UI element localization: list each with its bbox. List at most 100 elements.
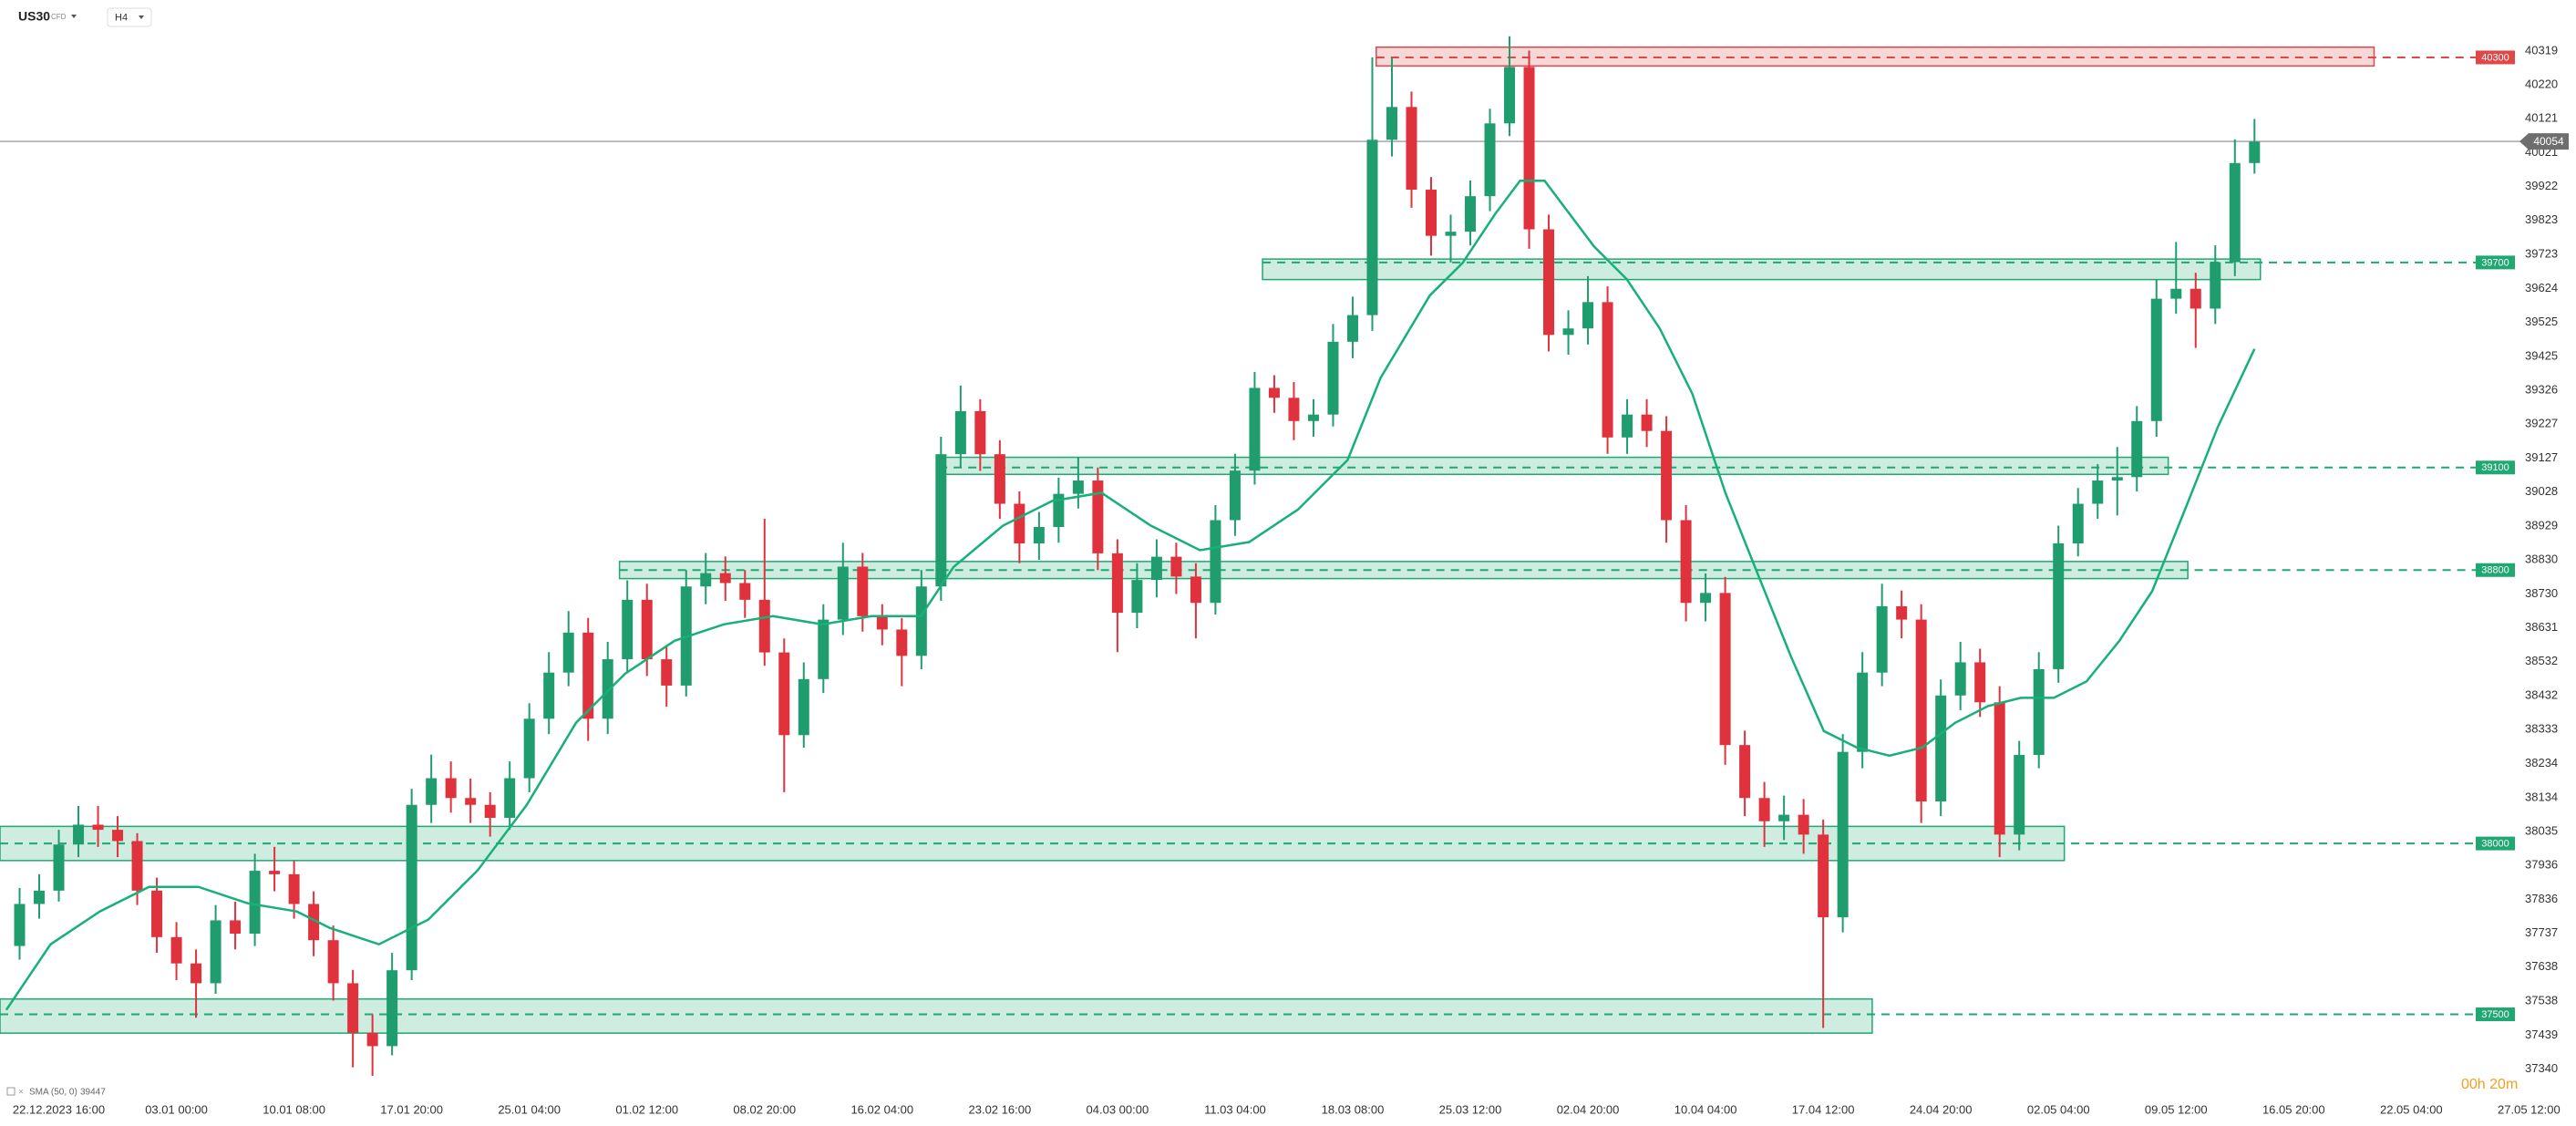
y-tick-label: 39723 — [2525, 247, 2558, 261]
y-tick-label: 37638 — [2525, 959, 2558, 973]
candle-body — [2170, 288, 2182, 299]
candle-body — [837, 566, 849, 620]
candle-body — [484, 804, 496, 819]
timeframe[interactable]: H4 — [115, 12, 128, 23]
level-tag-label: 39100 — [2481, 462, 2509, 473]
symbol-dropdown-caret[interactable] — [71, 15, 77, 18]
candle-body — [2229, 162, 2241, 263]
x-tick-label: 18.03 08:00 — [1322, 1102, 1385, 1116]
y-tick-label: 38134 — [2525, 790, 2558, 803]
candle-body — [1053, 493, 1065, 528]
candle-body — [661, 659, 673, 686]
level-tag — [2476, 255, 2515, 270]
candle-body — [2072, 503, 2084, 544]
candle-body — [1307, 414, 1319, 421]
candle-body — [1523, 67, 1535, 230]
candle-body — [1229, 470, 1241, 521]
candle-body — [73, 824, 85, 845]
candle-body — [1602, 302, 1613, 438]
candle-body — [1680, 520, 1692, 604]
candle-body — [1366, 139, 1378, 315]
level-tag — [2476, 1007, 2515, 1022]
candle-body — [1641, 414, 1653, 431]
y-tick-label: 39326 — [2525, 383, 2558, 397]
zone — [0, 997, 1873, 1034]
symbol[interactable]: US30 — [18, 9, 50, 24]
candle-body — [249, 871, 261, 935]
y-tick-label: 39425 — [2525, 348, 2558, 362]
x-tick-label: 03.01 00:00 — [145, 1102, 208, 1116]
y-tick-label: 38432 — [2525, 688, 2558, 702]
y-tick-label: 39227 — [2525, 417, 2558, 430]
level-tag-label: 38000 — [2481, 839, 2509, 850]
y-tick-label: 37836 — [2525, 892, 2558, 905]
x-tick-label: 25.03 12:00 — [1439, 1102, 1502, 1116]
candle-body — [406, 804, 417, 971]
x-tick-label: 08.02 20:00 — [733, 1102, 796, 1116]
candle-body — [1876, 605, 1888, 673]
indicator-settings-icon[interactable] — [6, 1087, 15, 1096]
candle-body — [1857, 672, 1869, 752]
candle-body — [1346, 315, 1358, 342]
candle-body — [719, 573, 731, 584]
x-tick-label: 25.01 04:00 — [498, 1102, 561, 1116]
y-tick-label: 37340 — [2525, 1061, 2558, 1075]
candle-body — [2033, 668, 2045, 756]
candle-body — [1582, 302, 1594, 329]
candle-body — [1072, 480, 1084, 494]
candle-body — [1465, 196, 1477, 232]
candle-body — [1327, 341, 1339, 415]
candle-body — [269, 871, 281, 874]
candle-body — [700, 573, 712, 587]
candle-body — [1092, 480, 1104, 553]
candle-body — [1170, 556, 1182, 577]
y-tick-label: 37737 — [2525, 925, 2558, 939]
candle-body — [426, 778, 438, 805]
candle-body — [288, 873, 300, 904]
candle-body — [1935, 695, 1947, 802]
candle-body — [1778, 814, 1790, 821]
x-tick-label: 09.05 12:00 — [2145, 1102, 2208, 1116]
candle-body — [2249, 141, 2261, 163]
candle-body — [1150, 556, 1162, 581]
candle-body — [465, 798, 477, 805]
candle-body — [1445, 232, 1457, 236]
candle-body — [954, 410, 966, 455]
candle-body — [1014, 503, 1025, 544]
timeframe-selector[interactable] — [107, 7, 152, 27]
y-tick-label: 38333 — [2525, 722, 2558, 736]
level-tag — [2476, 836, 2515, 851]
candle-body — [14, 904, 26, 946]
candle-body — [1484, 123, 1496, 197]
current-price-label: 40054 — [2533, 135, 2564, 148]
candle-body — [1131, 580, 1143, 614]
y-tick-label: 40319 — [2525, 43, 2558, 57]
candle-body — [34, 890, 46, 904]
candle-body — [2150, 298, 2162, 421]
candle-body — [170, 936, 182, 964]
y-tick-label: 39922 — [2525, 179, 2558, 192]
candle-body — [798, 678, 809, 736]
timeframe-dropdown-caret[interactable] — [139, 15, 144, 19]
y-tick-label: 39823 — [2525, 212, 2558, 226]
candle-body — [1562, 328, 1574, 336]
candle-body — [739, 583, 751, 600]
candle-body — [778, 652, 790, 736]
candle-body — [1798, 814, 1809, 835]
candle-body — [2092, 480, 2104, 504]
candle-body — [622, 599, 634, 660]
candle-body — [191, 963, 202, 984]
y-tick-label: 39127 — [2525, 450, 2558, 464]
candle-body — [1386, 107, 1397, 140]
x-tick-label: 22.12.2023 16:00 — [13, 1102, 105, 1116]
candle-body — [386, 970, 398, 1047]
indicator-close-icon[interactable]: × — [18, 1088, 24, 1098]
x-tick-label: 02.05 04:00 — [2027, 1102, 2090, 1116]
candle-body — [1974, 662, 1986, 703]
candle-body — [2131, 420, 2143, 478]
x-tick-label: 10.01 08:00 — [263, 1102, 325, 1116]
zone — [1262, 258, 2262, 281]
y-tick-label: 39624 — [2525, 281, 2558, 294]
x-tick-label: 02.04 20:00 — [1557, 1102, 1620, 1116]
